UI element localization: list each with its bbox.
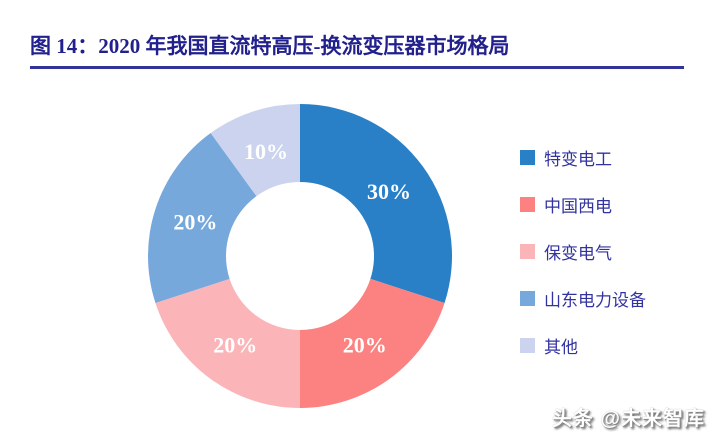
slice-value-label: 20% xyxy=(173,210,217,235)
legend-swatch-icon xyxy=(520,337,535,353)
legend-swatch-icon xyxy=(520,243,535,259)
title-underline xyxy=(30,66,684,69)
donut-slice-2 xyxy=(300,278,445,408)
legend-swatch-icon xyxy=(520,149,535,165)
legend-item: 其他 xyxy=(520,334,646,357)
legend-item: 特变电工 xyxy=(520,146,646,169)
legend-item: 山东电力设备 xyxy=(520,287,646,310)
legend-label: 其他 xyxy=(544,337,578,357)
watermark: 头条 @未来智库 xyxy=(551,408,705,430)
slice-value-label: 20% xyxy=(213,333,257,358)
legend-swatch-icon xyxy=(520,196,535,212)
figure-title: 图 14：2020 年我国直流特高压-换流变压器市场格局 xyxy=(30,34,510,58)
legend-label: 中国西电 xyxy=(544,196,612,216)
donut-slice-3 xyxy=(155,278,300,408)
donut-slice-1 xyxy=(300,104,452,303)
slice-value-label: 10% xyxy=(244,139,288,164)
donut-slice-4 xyxy=(148,133,257,303)
slice-value-label: 20% xyxy=(343,333,387,358)
legend-swatch-icon xyxy=(520,290,535,306)
legend-label: 保变电气 xyxy=(544,243,612,263)
legend: 特变电工中国西电保变电气山东电力设备 其他 xyxy=(520,146,646,381)
donut-slice-5 xyxy=(210,104,300,197)
legend-label: 特变电工 xyxy=(544,149,612,169)
legend-label: 山东电力设备 xyxy=(544,290,646,310)
legend-item: 中国西电 xyxy=(520,193,646,216)
slice-value-label: 30% xyxy=(367,179,411,204)
legend-item: 保变电气 xyxy=(520,240,646,263)
